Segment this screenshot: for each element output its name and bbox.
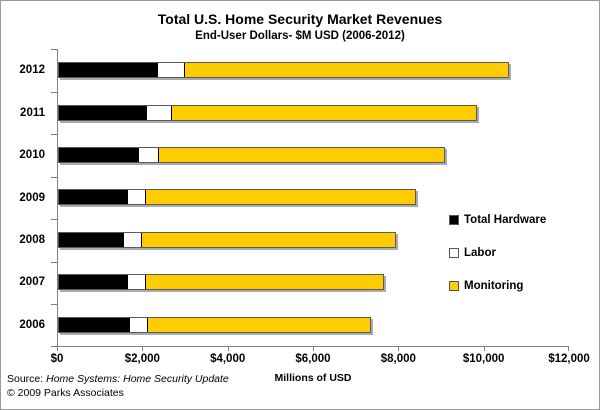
stacked-bar-2006 [58, 316, 371, 333]
segment-monitoring-2009 [146, 190, 415, 205]
segment-total-hardware-2006 [59, 317, 130, 332]
segment-total-hardware-2007 [59, 275, 128, 290]
segment-monitoring-2007 [146, 275, 383, 290]
legend: Total Hardware Labor Monitoring [449, 214, 546, 292]
x-tick [398, 346, 400, 351]
x-label-8000: $8,000 [380, 353, 416, 365]
stacked-bar-2009 [58, 189, 416, 206]
bar-row-2008 [58, 219, 569, 261]
legend-label-monitoring: Monitoring [464, 280, 524, 292]
legend-swatch-total-hardware-icon [449, 215, 459, 225]
x-label-0: $0 [50, 353, 64, 365]
y-label-2010: 2010 [19, 149, 45, 162]
segment-total-hardware-2012 [59, 63, 157, 78]
legend-entry-total-hardware: Total Hardware [449, 214, 546, 226]
x-axis-labels: $0 $2,000 $4,000 $6,000 $8,000 $10,000 $12,000 [51, 353, 590, 367]
legend-swatch-monitoring-icon [449, 281, 459, 291]
segment-labor-2012 [156, 63, 185, 78]
bar-row-2011 [58, 91, 569, 133]
segment-labor-2009 [127, 190, 147, 205]
y-tick [51, 346, 57, 347]
bar-row-2010 [58, 134, 569, 176]
stacked-bar-2007 [58, 274, 384, 291]
segment-labor-2011 [146, 105, 172, 120]
y-label-2007: 2007 [19, 276, 45, 289]
x-tick [313, 346, 314, 351]
x-label-6000: $6,000 [295, 353, 331, 365]
segment-total-hardware-2009 [59, 190, 128, 205]
source-prefix: Source: [7, 373, 47, 385]
stacked-bar-2012 [58, 62, 510, 79]
y-tick [51, 176, 57, 178]
x-tick [483, 346, 485, 351]
x-label-12000: $12,000 [548, 353, 590, 365]
segment-labor-2010 [137, 148, 160, 163]
legend-label-total-hardware: Total Hardware [464, 214, 547, 226]
x-axis-title: Millions of USD [274, 372, 352, 384]
x-tick [227, 346, 229, 351]
x-tick [568, 346, 569, 351]
x-tick [142, 346, 144, 351]
segment-labor-2007 [127, 275, 147, 290]
bar-row-2012 [58, 49, 569, 91]
legend-label-labor: Labor [464, 247, 496, 259]
bar-row-2006 [58, 304, 569, 346]
bar-row-2007 [58, 261, 569, 303]
y-axis-labels: 2012 2011 2010 2009 2008 2007 2006 [1, 49, 51, 346]
segment-monitoring-2006 [148, 317, 370, 332]
y-label-2008: 2008 [19, 233, 45, 246]
y-label-2011: 2011 [20, 106, 45, 119]
bar-row-2009 [58, 176, 569, 218]
y-label-2012: 2012 [19, 64, 45, 77]
x-label-10000: $10,000 [462, 353, 505, 365]
segment-monitoring-2012 [184, 63, 509, 78]
segment-monitoring-2008 [142, 232, 396, 247]
legend-entry-labor: Labor [449, 247, 546, 259]
segment-monitoring-2011 [171, 105, 477, 120]
segment-labor-2006 [129, 317, 149, 332]
legend-swatch-labor-icon [449, 248, 459, 258]
stacked-bar-2011 [58, 104, 478, 121]
y-tick [51, 49, 57, 50]
y-tick [51, 304, 57, 306]
stacked-bar-2008 [58, 231, 397, 248]
source-title: Home Systems: Home Security Update [46, 373, 229, 385]
stacked-bar-2010 [58, 147, 446, 164]
segment-monitoring-2010 [159, 148, 445, 163]
plot-area [57, 49, 569, 347]
x-label-2000: $2,000 [124, 353, 160, 365]
copyright-note: © 2009 Parks Associates [7, 387, 124, 399]
y-label-2009: 2009 [19, 191, 45, 204]
bar-rows [58, 49, 569, 346]
y-axis-ticks [51, 49, 57, 347]
segment-total-hardware-2008 [59, 232, 123, 247]
y-tick [51, 219, 57, 221]
x-axis-ticks [57, 346, 569, 351]
chart-subtitle: End-User Dollars- $M USD (2006-2012) [195, 30, 405, 42]
y-tick [51, 91, 57, 93]
chart-title: Total U.S. Home Security Market Revenues [157, 11, 443, 27]
y-tick [51, 134, 57, 136]
source-note: Source: Home Systems: Home Security Upda… [7, 373, 229, 385]
x-label-4000: $4,000 [210, 353, 246, 365]
y-label-2006: 2006 [19, 318, 45, 331]
segment-total-hardware-2010 [59, 148, 138, 163]
y-tick [51, 261, 57, 263]
segment-total-hardware-2011 [59, 105, 147, 120]
legend-entry-monitoring: Monitoring [449, 280, 546, 292]
segment-labor-2008 [122, 232, 143, 247]
x-tick [57, 346, 58, 351]
